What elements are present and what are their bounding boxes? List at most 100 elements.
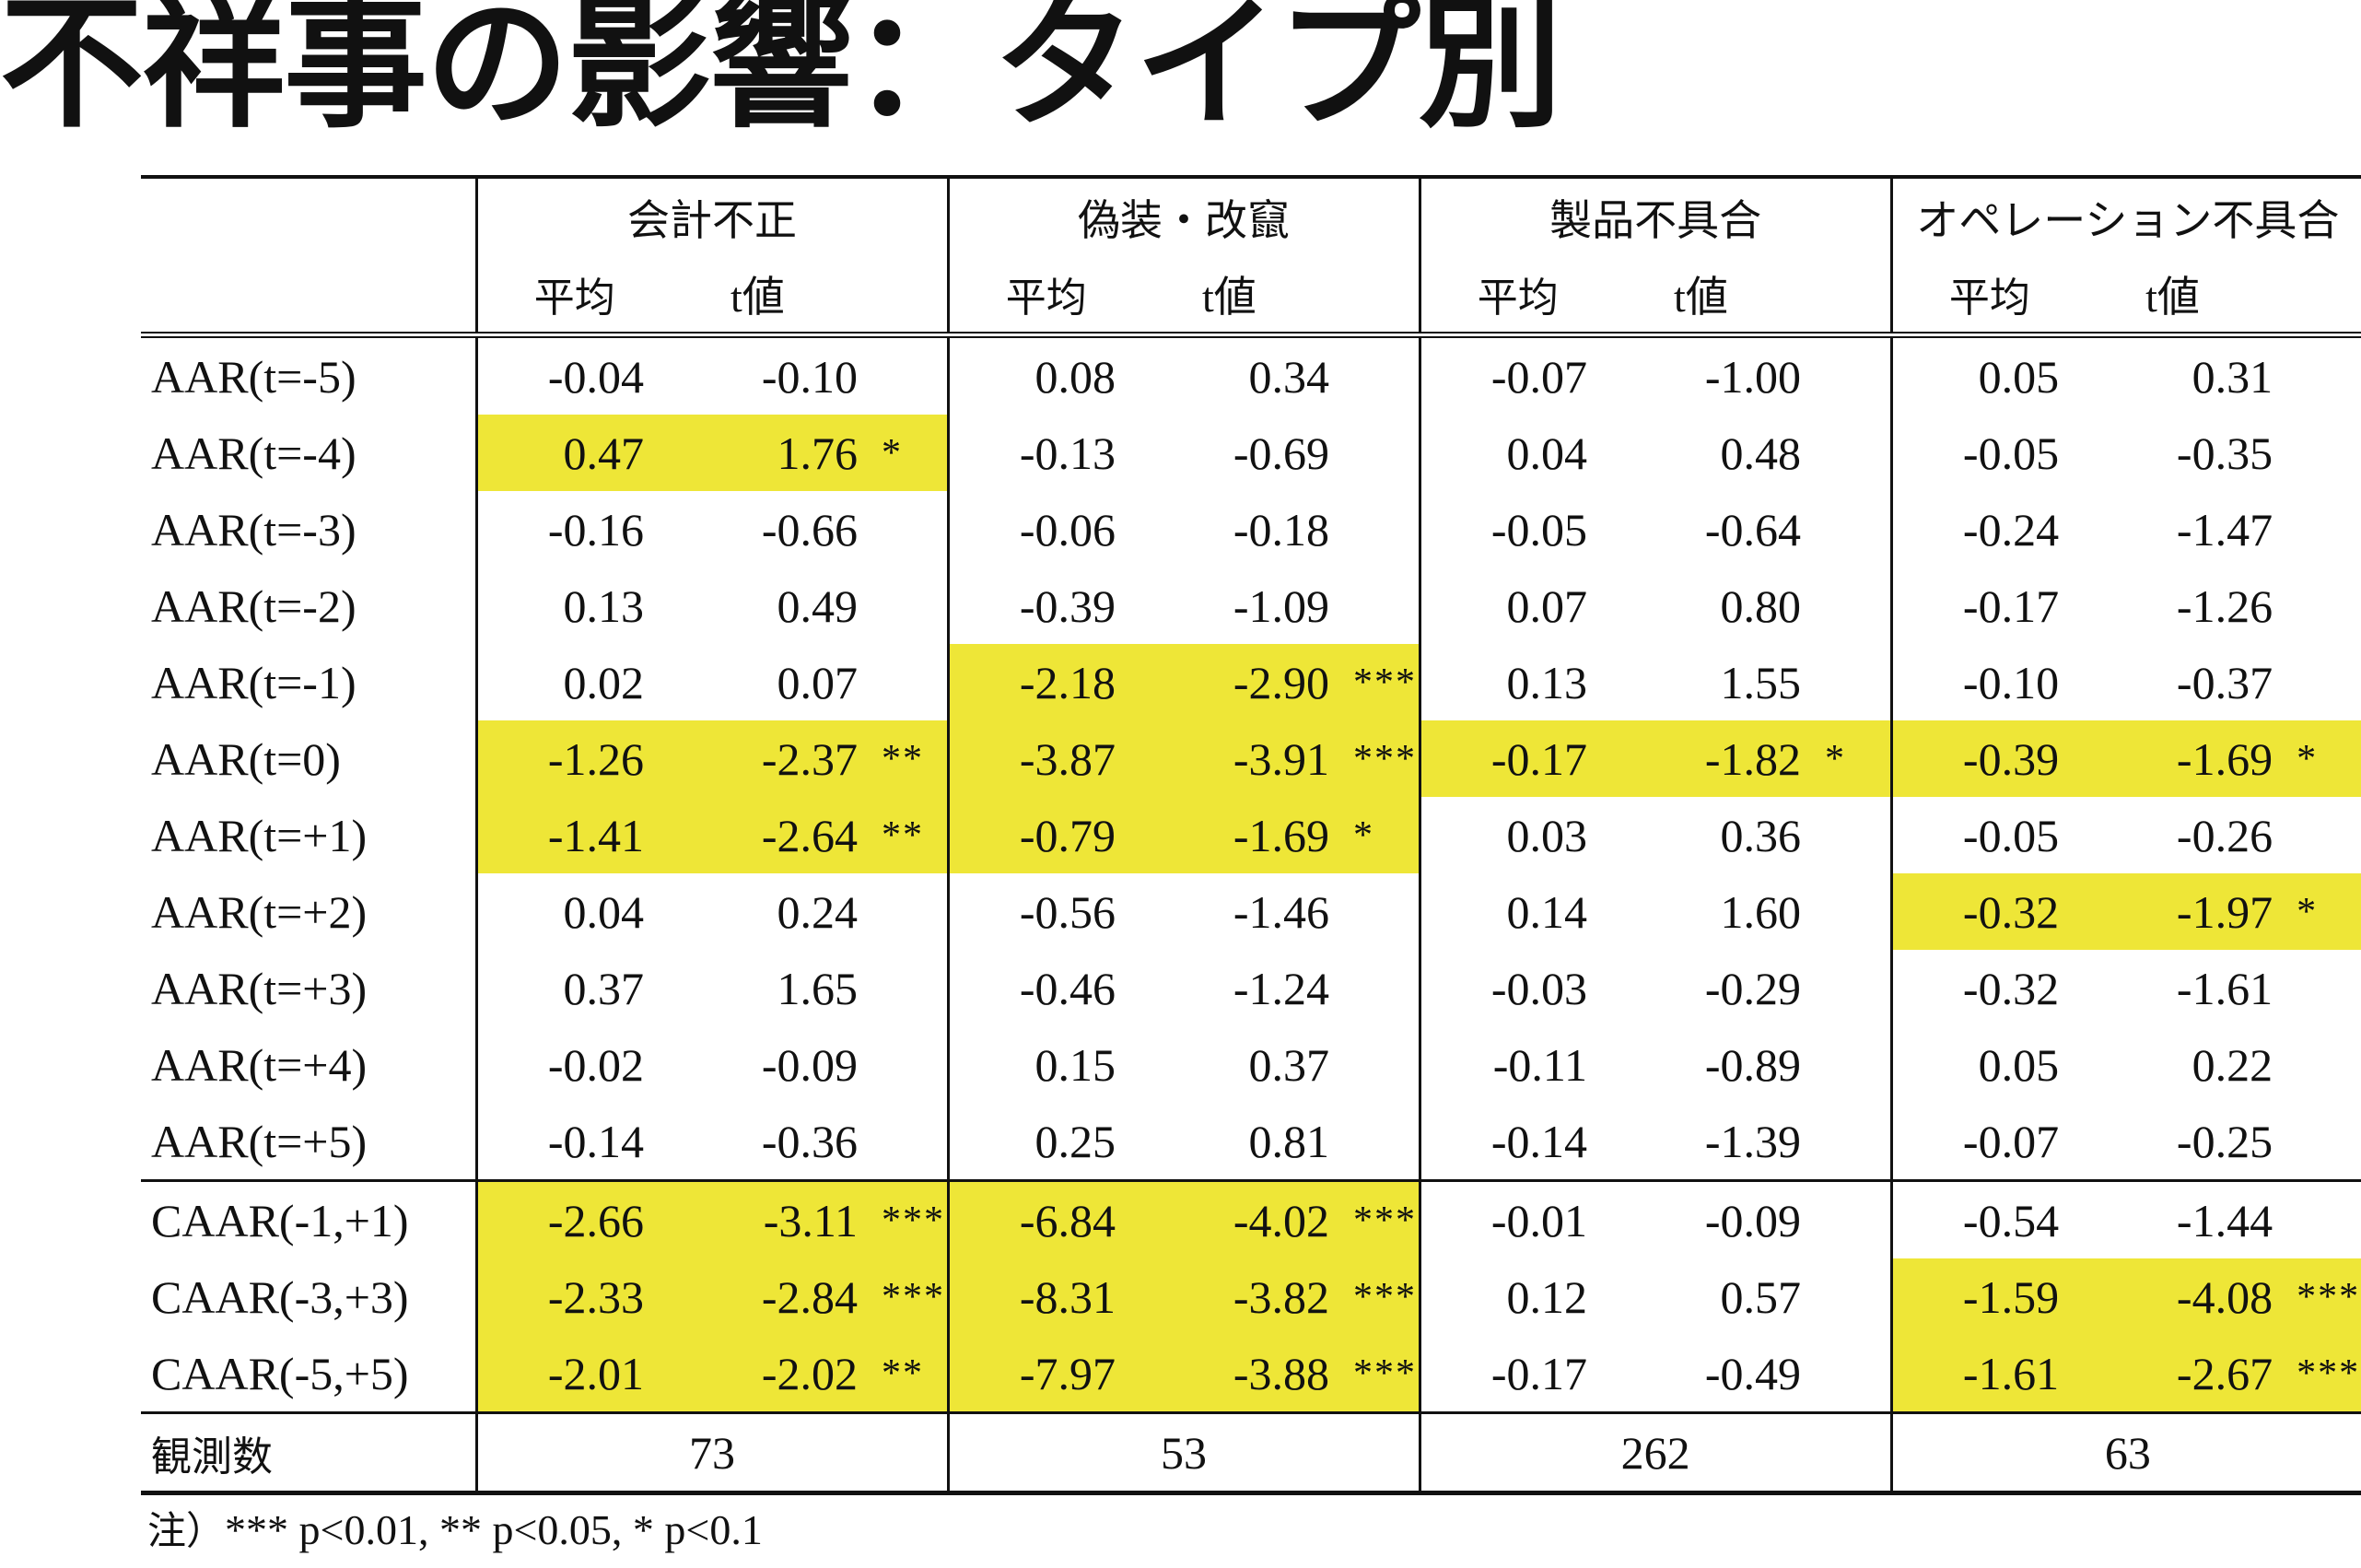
significance-stars: *** <box>2289 1258 2361 1335</box>
row-label: AAR(t=+3) <box>151 962 368 1014</box>
mean-cell: -0.07 <box>1418 332 1616 415</box>
row-label: AAR(t=+5) <box>151 1115 368 1167</box>
sub-header-mean: 平均 <box>1889 255 2087 335</box>
significance-stars <box>874 1026 948 1103</box>
mean-cell: -0.46 <box>946 950 1144 1026</box>
mean-cell: 0.13 <box>474 568 672 644</box>
observations-label: 観測数 <box>141 1411 476 1495</box>
sub-header-blank <box>1346 255 1420 335</box>
sub-header-mean: 平均 <box>1418 255 1616 335</box>
observation-count: 73 <box>474 1411 949 1495</box>
mean-cell: 0.05 <box>1889 332 2087 415</box>
results-table: 会計不正 偽装・改竄 製品不具合 オペレーション不具合 平均 t値 平均 t値 … <box>141 175 2361 1495</box>
significance-stars: ** <box>874 1335 949 1413</box>
mean-cell: -0.17 <box>1418 1335 1616 1413</box>
mean-cell: 0.05 <box>1889 1026 2087 1103</box>
t-value-cell: 1.65 <box>777 962 859 1014</box>
significance-stars <box>1818 1258 1891 1335</box>
significance-stars: * <box>874 415 949 491</box>
mean-cell: -0.05 <box>1889 415 2087 491</box>
significance-stars <box>1818 491 1891 568</box>
sub-header-mean: 平均 <box>474 255 672 335</box>
t-value-cell: -1.46 <box>1233 885 1330 938</box>
sub-header-blank <box>1818 255 1891 335</box>
row-label: CAAR(-3,+3) <box>151 1270 409 1323</box>
mean-cell: -0.01 <box>1418 1179 1616 1258</box>
t-value-cell: 0.24 <box>777 885 859 938</box>
significance-stars <box>2289 950 2361 1026</box>
row-label: AAR(t=-2) <box>151 579 356 632</box>
mean-cell: 0.08 <box>946 332 1144 415</box>
t-value-cell: -0.26 <box>2176 809 2273 861</box>
significance-stars: *** <box>1346 1335 1420 1413</box>
mean-cell: 0.25 <box>946 1103 1144 1181</box>
t-value-cell: 0.49 <box>777 579 859 632</box>
t-value-cell: -1.44 <box>2086 1179 2290 1258</box>
mean-cell: -0.17 <box>1418 720 1616 797</box>
t-value-cell: -2.67 <box>2086 1335 2290 1413</box>
mean-cell: 0.13 <box>1418 644 1616 720</box>
row-label: CAAR(-1,+1) <box>141 1179 476 1258</box>
table-row: AAR(t=-4) 0.47 1.76 * -0.13 -0.69 0.04 0.48 -0.0… <box>141 415 2361 491</box>
significance-stars <box>1818 797 1891 873</box>
t-value-cell: -2.37 <box>672 720 874 797</box>
page-title: 不祥事の影響：タイプ別 <box>0 0 1562 147</box>
t-value-cell: -2.84 <box>672 1258 874 1335</box>
significance-stars <box>2289 1026 2361 1103</box>
t-value-cell: -1.00 <box>1615 332 1818 415</box>
t-value-cell: 0.37 <box>1248 1038 1330 1091</box>
t-value-cell: -0.18 <box>1233 503 1330 556</box>
significance-stars: *** <box>1346 644 1420 720</box>
t-value-cell: -3.82 <box>1143 1258 1347 1335</box>
significance-stars: * <box>2289 873 2361 950</box>
table-row: AAR(t=+1) -1.41 -2.64 ** -0.79 -1.69 * 0.03 0.36… <box>141 797 2361 873</box>
t-value-cell: -1.69 <box>2086 720 2290 797</box>
mean-cell: -0.03 <box>1418 950 1616 1026</box>
t-value-cell: -2.90 <box>1143 644 1347 720</box>
significance-stars <box>874 568 948 644</box>
significance-stars: * <box>1818 720 1892 797</box>
row-label: AAR(t=+4) <box>151 1038 368 1091</box>
mean-cell: 0.15 <box>946 1026 1144 1103</box>
mean-cell: -8.31 <box>946 1258 1144 1335</box>
significance-stars: *** <box>1346 720 1420 797</box>
table-row: AAR(t=-3) -0.16 -0.66 -0.06 -0.18 -0.05 -0.64 -… <box>141 491 2361 568</box>
t-value-cell: 0.36 <box>1720 809 1802 861</box>
mean-cell: 0.12 <box>1418 1258 1616 1335</box>
t-value-cell: 0.80 <box>1720 579 1802 632</box>
t-value-cell: -0.25 <box>2176 1115 2273 1167</box>
t-value-cell: 0.34 <box>1143 332 1347 415</box>
row-label: CAAR(-5,+5) <box>151 1347 409 1399</box>
t-value-cell: -1.09 <box>1233 579 1330 632</box>
mean-cell: 0.07 <box>1418 568 1616 644</box>
t-value-cell: 0.22 <box>2192 1038 2273 1091</box>
mean-cell: 0.02 <box>474 644 672 720</box>
mean-cell: -0.79 <box>946 797 1144 873</box>
mean-cell: -0.24 <box>1889 491 2087 568</box>
group-header-falsification: 偽装・改竄 <box>946 175 1420 255</box>
mean-cell: -2.66 <box>474 1179 672 1258</box>
significance-stars <box>2289 1179 2361 1258</box>
observations-row: 観測数 73 53 262 63 <box>141 1411 2361 1495</box>
corner-cell <box>141 175 476 255</box>
row-label: AAR(t=-3) <box>151 503 356 556</box>
mean-cell: -0.05 <box>1418 491 1616 568</box>
t-value-cell: -1.39 <box>1704 1115 1802 1167</box>
mean-cell: 0.03 <box>1418 797 1616 873</box>
mean-cell: -0.39 <box>1889 720 2087 797</box>
row-label: AAR(t=0) <box>151 732 341 785</box>
table-row: AAR(t=+3) 0.37 1.65 -0.46 -1.24 -0.03 -0.29 -0.… <box>141 950 2361 1026</box>
t-value-cell: -1.82 <box>1615 720 1818 797</box>
significance-stars <box>1346 1103 1420 1181</box>
group-header-row: 会計不正 偽装・改竄 製品不具合 オペレーション不具合 <box>141 175 2361 255</box>
sub-header-t: t値 <box>731 273 785 321</box>
table-row: AAR(t=+5) -0.14 -0.36 0.25 0.81 -0.14 -1.39 -0.… <box>141 1103 2361 1181</box>
table-row: CAAR(-3,+3) -2.33 -2.84 *** -8.31 -3.82 *** 0.1… <box>141 1258 2361 1335</box>
t-value-cell: -0.29 <box>1704 962 1802 1014</box>
t-value-cell: 1.60 <box>1720 885 1802 938</box>
mean-cell: 0.37 <box>474 950 672 1026</box>
mean-cell: -1.41 <box>474 797 672 873</box>
t-value-cell: -1.97 <box>2086 873 2290 950</box>
significance-stars <box>1818 1026 1891 1103</box>
t-value-cell: 0.81 <box>1248 1115 1330 1167</box>
